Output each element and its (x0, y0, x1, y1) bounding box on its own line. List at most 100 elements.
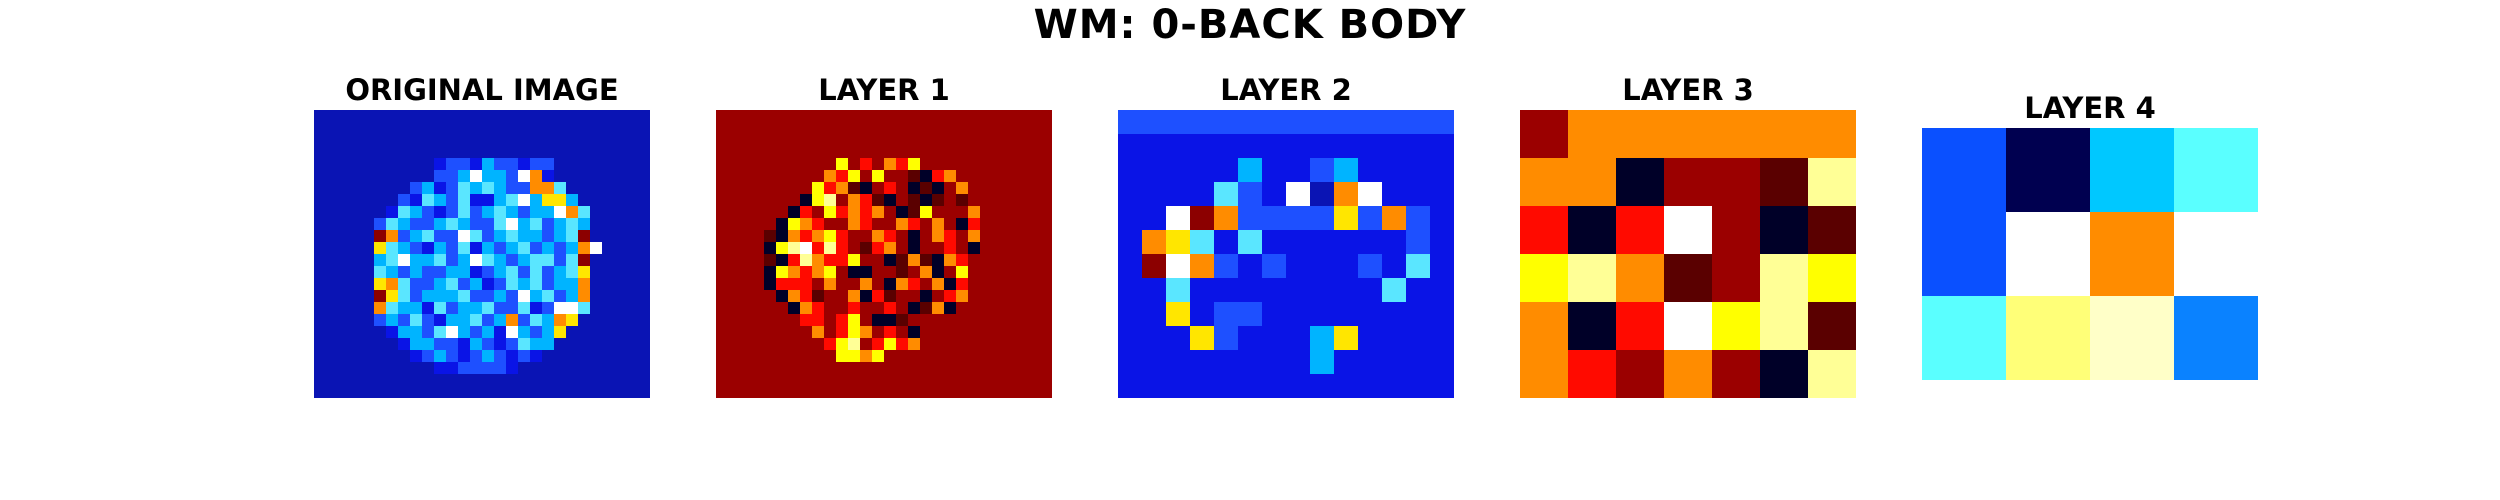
heatmap-cell (638, 254, 650, 266)
heatmap-cell (1190, 326, 1214, 350)
heatmap-cell (728, 266, 740, 278)
heatmap-cell (764, 338, 776, 350)
heatmap-cell (362, 326, 374, 338)
heatmap-cell (554, 206, 566, 218)
heatmap-cell (992, 326, 1004, 338)
heatmap-cell (920, 110, 932, 122)
heatmap-cell (1040, 218, 1052, 230)
heatmap-cell (1016, 242, 1028, 254)
heatmap-cell (752, 266, 764, 278)
heatmap-cell (836, 266, 848, 278)
heatmap-cell (1760, 158, 1808, 206)
heatmap-cell (716, 338, 728, 350)
heatmap-cell (836, 362, 848, 374)
heatmap-cell (362, 290, 374, 302)
heatmap-cell (728, 290, 740, 302)
heatmap-cell (338, 194, 350, 206)
heatmap-cell (1214, 206, 1238, 230)
heatmap-cell (968, 362, 980, 374)
heatmap-cell (530, 338, 542, 350)
heatmap-cell (992, 146, 1004, 158)
heatmap-cell (1382, 206, 1406, 230)
heatmap-cell (326, 278, 338, 290)
heatmap-cell (740, 254, 752, 266)
heatmap-cell (566, 134, 578, 146)
heatmap-cell (932, 278, 944, 290)
heatmap-cell (470, 266, 482, 278)
heatmap-cell (944, 194, 956, 206)
heatmap-cell (728, 110, 740, 122)
heatmap-cell (374, 218, 386, 230)
heatmap-cell (362, 362, 374, 374)
heatmap-cell (896, 266, 908, 278)
heatmap-cell (896, 314, 908, 326)
heatmap-cell (956, 290, 968, 302)
heatmap-cell (1568, 254, 1616, 302)
heatmap-cell (530, 254, 542, 266)
heatmap-cell (752, 146, 764, 158)
heatmap-cell (1358, 206, 1382, 230)
heatmap-cell (956, 362, 968, 374)
heatmap-cell (728, 206, 740, 218)
heatmap-cell (848, 314, 860, 326)
heatmap-cell (1028, 326, 1040, 338)
heatmap-cell (542, 170, 554, 182)
heatmap-cell (788, 254, 800, 266)
heatmap-cell (956, 134, 968, 146)
heatmap-cell (506, 182, 518, 194)
heatmap-cell (1616, 254, 1664, 302)
heatmap-cell (1004, 134, 1016, 146)
heatmap-cell (434, 158, 446, 170)
heatmap-cell (362, 386, 374, 398)
heatmap-cell (1616, 110, 1664, 158)
heatmap-cell (776, 302, 788, 314)
heatmap-cell (506, 314, 518, 326)
heatmap-cell (470, 230, 482, 242)
heatmap-cell (506, 386, 518, 398)
heatmap-cell (716, 374, 728, 386)
heatmap-cell (1040, 290, 1052, 302)
heatmap-cell (764, 194, 776, 206)
heatmap-cell (836, 170, 848, 182)
heatmap-cell (554, 242, 566, 254)
heatmap-cell (1334, 350, 1358, 374)
heatmap-cell (740, 182, 752, 194)
heatmap-cell (362, 302, 374, 314)
heatmap-cell (1760, 110, 1808, 158)
heatmap-cell (752, 134, 764, 146)
heatmap-cell (1406, 254, 1430, 278)
heatmap-cell (1118, 182, 1142, 206)
heatmap-cell (446, 206, 458, 218)
heatmap-cell (398, 218, 410, 230)
heatmap-cell (776, 278, 788, 290)
heatmap-cell (812, 266, 824, 278)
heatmap-cell (872, 374, 884, 386)
heatmap-cell (824, 134, 836, 146)
heatmap-cell (884, 194, 896, 206)
heatmap-cell (434, 278, 446, 290)
heatmap-cell (362, 194, 374, 206)
heatmap-cell (638, 134, 650, 146)
heatmap-cell (458, 146, 470, 158)
heatmap-cell (326, 134, 338, 146)
heatmap-cell (932, 242, 944, 254)
heatmap-cell (2090, 296, 2174, 380)
heatmap-cell (728, 182, 740, 194)
heatmap-cell (554, 194, 566, 206)
heatmap-cell (314, 218, 326, 230)
heatmap-cell (1142, 278, 1166, 302)
panel-original-image: ORIGINAL IMAGE (314, 73, 650, 398)
heatmap-cell (884, 326, 896, 338)
heatmap-cell (812, 146, 824, 158)
heatmap-cell (614, 338, 626, 350)
heatmap-cell (884, 350, 896, 362)
heatmap-cell (932, 146, 944, 158)
heatmap-cell (1040, 182, 1052, 194)
heatmap-cell (824, 146, 836, 158)
heatmap-cell (908, 338, 920, 350)
heatmap-cell (848, 278, 860, 290)
heatmap-cell (716, 254, 728, 266)
heatmap-cell (824, 266, 836, 278)
heatmap-cell (494, 326, 506, 338)
heatmap-cell (614, 170, 626, 182)
